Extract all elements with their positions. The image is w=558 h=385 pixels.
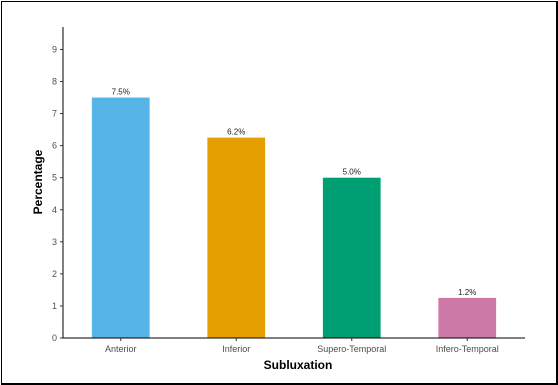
x-tick-label-anterior: Anterior	[105, 344, 137, 354]
x-tick-label-inferior: Inferior	[222, 344, 250, 354]
y-tick-label-4: 4	[52, 205, 57, 215]
y-tick-label-9: 9	[52, 44, 57, 54]
y-tick-label-0: 0	[52, 333, 57, 343]
bar-inferior	[207, 137, 266, 338]
data-label-supero-temporal: 5.0%	[343, 168, 361, 177]
bar-supero-temporal	[322, 177, 381, 338]
data-label-inferior: 6.2%	[227, 128, 245, 137]
y-axis-title: Percentage	[31, 149, 45, 214]
x-axis-title: Subluxation	[264, 358, 333, 372]
y-tick-label-1: 1	[52, 301, 57, 311]
y-tick-label-2: 2	[52, 269, 57, 279]
data-labels-group: 7.5% 6.2% 5.0% 1.2%	[112, 88, 477, 297]
x-tick-label-supero-temporal: Supero-Temporal	[317, 344, 386, 354]
y-tick-label-5: 5	[52, 173, 57, 183]
bar-anterior	[91, 97, 150, 339]
y-tick-label-7: 7	[52, 109, 57, 119]
y-tick-label-3: 3	[52, 237, 57, 247]
y-tick-label-8: 8	[52, 77, 57, 87]
data-label-infero-temporal: 1.2%	[458, 288, 476, 297]
x-tick-label-infero-temporal: Infero-Temporal	[436, 344, 499, 354]
x-axis: Anterior Inferior Supero-Temporal Infero-Te…	[63, 337, 525, 354]
y-tick-label-6: 6	[52, 141, 57, 151]
bar-infero-temporal	[438, 297, 497, 338]
y-axis: 0 1 2 3 4 5 6 7 8 9	[52, 27, 64, 343]
bars-group	[91, 97, 497, 339]
data-label-anterior: 7.5%	[112, 88, 130, 97]
